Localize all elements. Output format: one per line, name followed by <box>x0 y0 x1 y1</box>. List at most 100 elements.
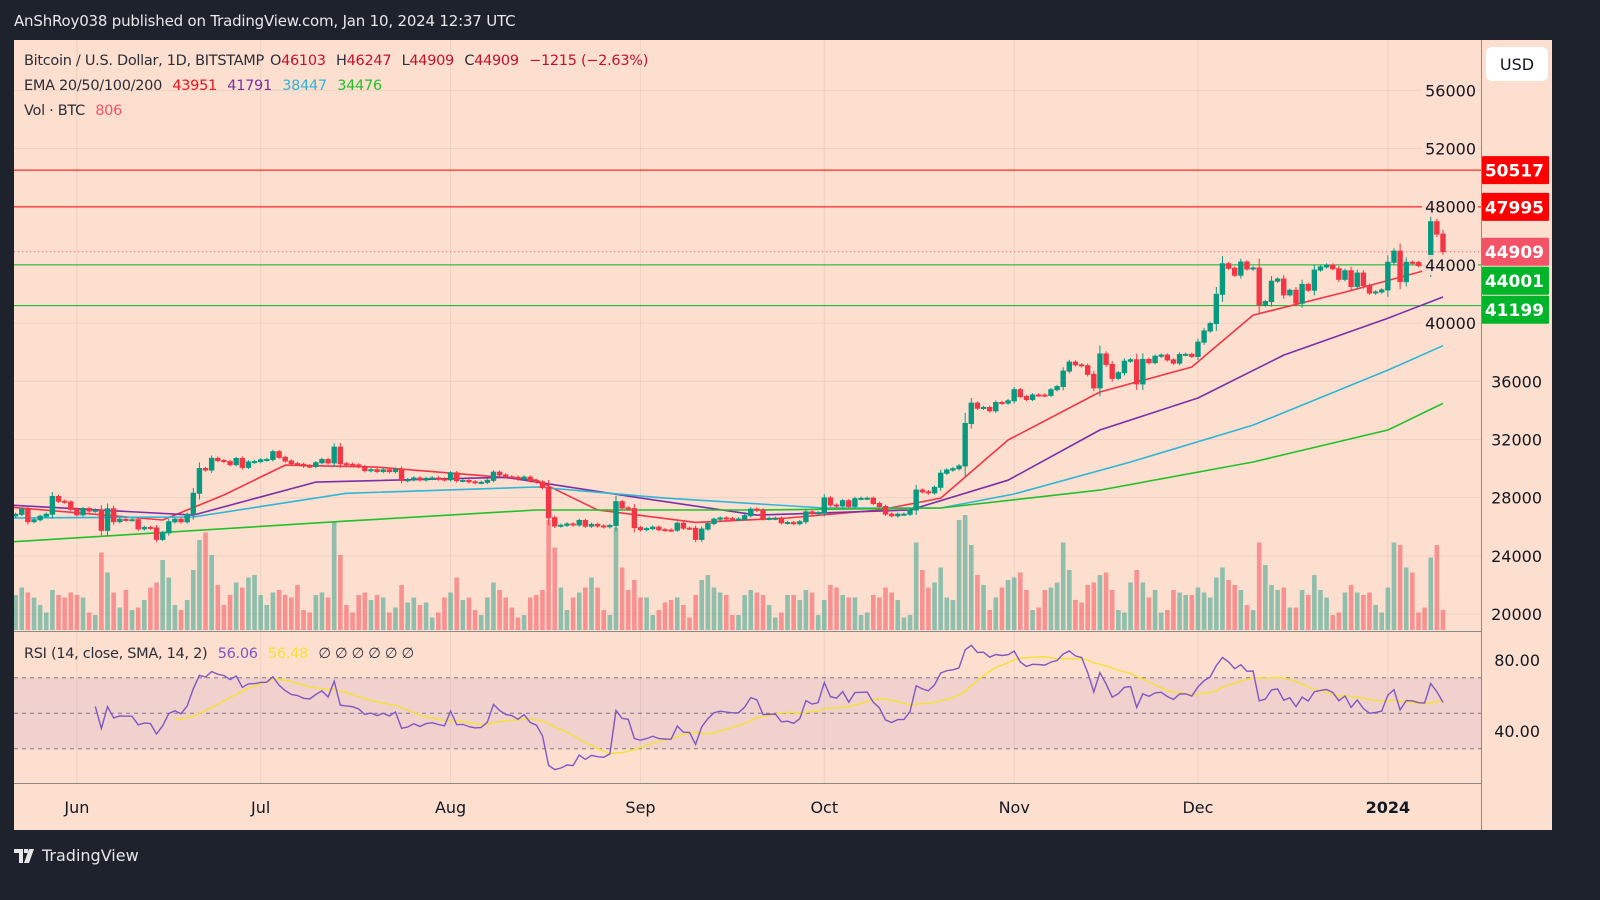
candle-body <box>968 402 974 424</box>
volume-bar <box>135 607 141 630</box>
volume-bar <box>895 600 901 630</box>
ema-legend[interactable]: EMA 20/50/100/200 43951 41791 38447 3447… <box>24 78 388 94</box>
candles <box>7 210 1446 543</box>
candle <box>901 512 907 516</box>
candle <box>141 525 147 531</box>
volume-bar <box>1281 587 1287 630</box>
volume-bar <box>1336 612 1342 630</box>
candle <box>264 457 270 462</box>
volume-value: 806 <box>95 103 122 119</box>
volume-bar <box>356 595 361 630</box>
price-axis[interactable]: 20000 24000 28000 32000 36000 40000 44000 48000… <box>1422 80 1542 741</box>
candle-body <box>123 518 129 521</box>
volume-bar <box>368 600 374 630</box>
candle <box>1336 266 1342 282</box>
candle <box>398 466 405 484</box>
candle <box>215 456 221 463</box>
candle-body <box>202 468 209 471</box>
volume-bar <box>1097 575 1103 630</box>
candle <box>319 457 325 465</box>
candle <box>1164 353 1171 362</box>
candle <box>870 496 876 506</box>
volume-bar <box>436 612 441 630</box>
candle <box>227 459 233 467</box>
candle-body <box>7 516 11 517</box>
volume-bar <box>62 597 67 630</box>
candle-body <box>1103 353 1109 365</box>
candle <box>588 522 595 528</box>
currency-button[interactable]: USD <box>1486 47 1548 81</box>
volume-bar <box>742 595 747 630</box>
candle-body <box>1023 396 1030 400</box>
candle <box>1244 260 1250 271</box>
candle-body <box>1262 301 1269 306</box>
volume-bar <box>1005 580 1011 630</box>
candle <box>729 516 736 521</box>
volume-bar <box>1103 572 1109 630</box>
volume-bar <box>1011 577 1017 630</box>
candle-body <box>208 457 215 471</box>
volume-bar <box>1293 607 1299 630</box>
candle-body <box>227 461 233 466</box>
rsi-legend[interactable]: RSI (14, close, SMA, 14, 2) 56.06 56.48 … <box>24 646 420 662</box>
candle <box>1225 262 1232 271</box>
volume-bar <box>1122 612 1127 630</box>
candle <box>435 476 442 481</box>
candle-body <box>680 522 687 529</box>
tradingview-logo[interactable]: TradingView <box>14 846 139 865</box>
candle <box>1281 275 1287 299</box>
candle <box>104 503 111 536</box>
candle <box>699 526 705 542</box>
candle <box>772 516 778 521</box>
candle-body <box>172 518 178 523</box>
candle-body <box>864 497 870 500</box>
volume-bar <box>295 585 300 630</box>
volume-bar <box>454 577 460 630</box>
candle <box>454 470 460 483</box>
candle-body <box>545 486 552 519</box>
candle <box>349 462 356 467</box>
badge-background <box>1482 266 1549 295</box>
volume-legend[interactable]: Vol · BTC 806 <box>24 103 128 119</box>
candle-body <box>325 459 331 464</box>
volume-bar <box>141 600 147 630</box>
candle-body <box>1403 261 1409 283</box>
candle <box>331 443 337 467</box>
volume-bar <box>1312 575 1317 630</box>
candle-body <box>588 523 595 527</box>
candle-body <box>594 523 601 527</box>
candle-body <box>1146 358 1152 364</box>
volume-bar <box>638 597 643 630</box>
candle <box>986 405 993 413</box>
volume-bar <box>1214 577 1219 630</box>
volume-bar <box>797 600 803 630</box>
candle <box>1415 260 1422 268</box>
price-tick-label: 32000 <box>1491 430 1542 449</box>
candle-body <box>1060 370 1066 388</box>
volume-bar <box>19 587 25 630</box>
candle-body <box>294 463 301 466</box>
volume-bar <box>1048 587 1054 630</box>
candle <box>1140 353 1146 391</box>
candle-body <box>1213 293 1220 325</box>
symbol-legend[interactable]: Bitcoin / U.S. Dollar, 1D, BITSTAMP O4610… <box>24 53 654 69</box>
time-axis[interactable]: Jun Jul Aug Sep Oct Nov Dec 2024 <box>63 798 1410 817</box>
candle-body <box>1372 291 1379 294</box>
candle <box>190 488 196 520</box>
ohlc-high: H46247 <box>336 53 392 69</box>
volume-bar <box>190 570 196 630</box>
candle <box>368 467 374 473</box>
candle <box>1238 258 1244 279</box>
volume-bar <box>405 602 411 630</box>
candle <box>19 507 25 517</box>
volume-bar <box>913 542 919 630</box>
price-tick-label: 36000 <box>1491 372 1542 391</box>
volume-bar <box>1391 542 1397 630</box>
volume-bar <box>650 615 656 630</box>
volume-bar <box>730 615 735 630</box>
candle-body <box>699 528 705 540</box>
volume-bar <box>74 595 80 630</box>
candle <box>913 485 919 515</box>
volume-bar <box>883 587 888 630</box>
